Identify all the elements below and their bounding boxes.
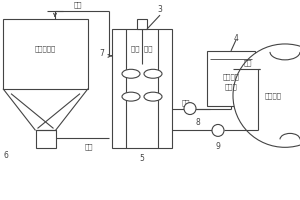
Ellipse shape (144, 92, 162, 101)
Text: 进泥: 进泥 (244, 59, 252, 66)
Text: 8: 8 (195, 118, 200, 127)
Ellipse shape (144, 69, 162, 78)
Bar (112, 29, 172, 148)
Text: 厌氧消化: 厌氧消化 (265, 92, 281, 99)
Text: 预处  理池: 预处 理池 (131, 46, 153, 52)
Bar (3, 19, 88, 89)
Text: 9: 9 (216, 142, 220, 151)
Text: 3: 3 (158, 5, 162, 14)
Circle shape (212, 124, 224, 136)
Text: 5: 5 (140, 154, 144, 163)
Text: 出泥: 出泥 (85, 143, 94, 150)
Circle shape (233, 44, 300, 147)
Text: 7: 7 (99, 49, 104, 58)
Text: 进泥: 进泥 (74, 2, 82, 8)
Bar (207, 51, 255, 106)
Text: 废液泡: 废液泡 (225, 84, 237, 90)
Text: 6: 6 (4, 151, 9, 160)
Ellipse shape (122, 69, 140, 78)
Bar (35, 130, 56, 148)
Text: 污泥浓缩池: 污泥浓缩池 (35, 46, 56, 52)
Ellipse shape (122, 92, 140, 101)
Text: 4: 4 (234, 34, 239, 43)
Circle shape (184, 103, 196, 115)
Text: 出泥: 出泥 (182, 99, 190, 106)
Text: 高铁酸盐: 高铁酸盐 (223, 73, 239, 80)
Bar (137, 19, 147, 29)
